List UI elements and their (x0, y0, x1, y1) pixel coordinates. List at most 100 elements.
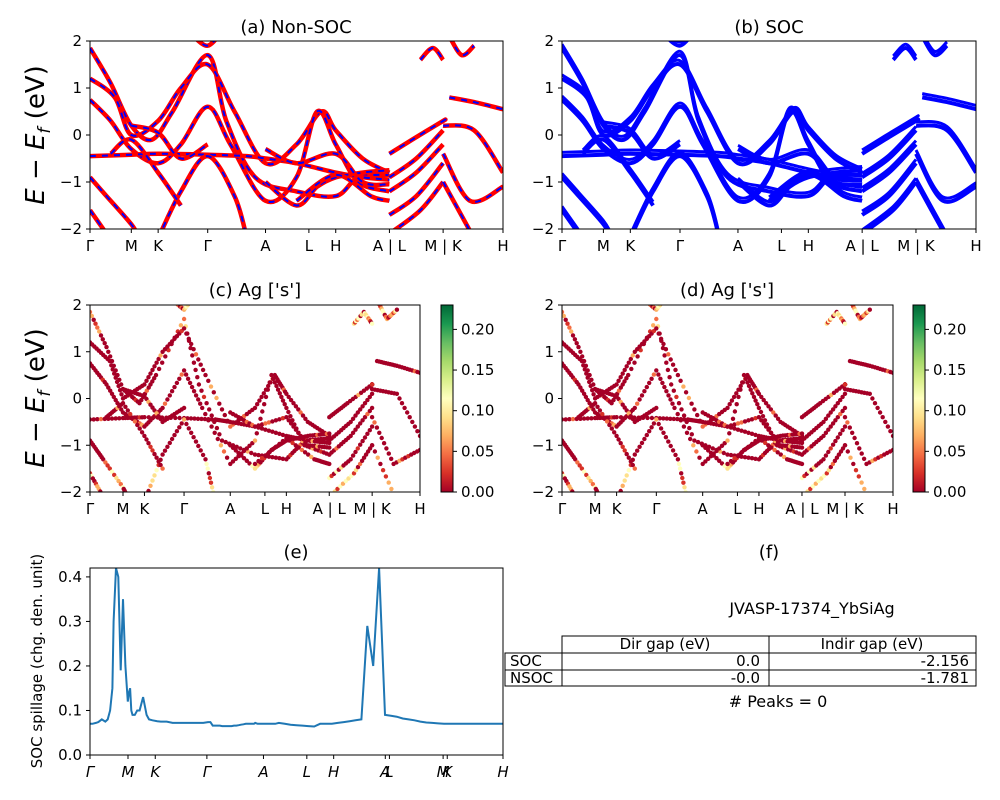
proj-point (208, 480, 214, 485)
proj-point (355, 464, 361, 470)
panelD-xtick-label: H (887, 500, 898, 518)
panelD-xtick-label: M (589, 500, 602, 518)
proj-point (656, 421, 661, 427)
band-soc-split-15 (914, 177, 946, 229)
proj-point (358, 407, 363, 412)
proj-point (626, 372, 631, 378)
proj-point (662, 384, 667, 390)
ylabel-top: E − Ef (eV) (21, 65, 55, 205)
proj-point (125, 493, 129, 497)
proj-point (298, 433, 303, 439)
proj-point (753, 416, 758, 421)
proj-point (139, 430, 145, 435)
band-down-9 (388, 129, 444, 179)
band-soc-split-16 (921, 92, 976, 107)
band-down-11 (388, 162, 444, 216)
proj-point (859, 451, 864, 456)
proj-point (142, 382, 147, 387)
proj-point (200, 452, 206, 458)
proj-point (185, 416, 190, 421)
panelB-xtick-label: A (733, 237, 744, 255)
proj-point (202, 416, 208, 422)
proj-point (799, 431, 805, 436)
proj-point (167, 440, 172, 446)
proj-point (668, 357, 673, 362)
colorbar-c: 0.00 0.05 0.10 0.15 0.20 (440, 304, 494, 501)
panel-f-title: (f) (759, 542, 779, 563)
band-down-17 (419, 46, 444, 61)
proj-point (635, 448, 640, 453)
e-ytick-label: 0.4 (58, 568, 82, 586)
band-soc-split-2 (562, 94, 863, 200)
proj-point (597, 495, 601, 499)
proj-point (756, 436, 762, 441)
proj-point (191, 360, 197, 365)
proj-point (738, 387, 743, 392)
proj-point (683, 489, 688, 492)
table-header-dir: Dir gap (eV) (620, 635, 711, 653)
band-soc-split-12 (861, 177, 918, 229)
proj-point (628, 459, 633, 464)
proj-point (417, 447, 420, 453)
proj-point (193, 352, 199, 357)
proj-point (676, 401, 682, 406)
proj-point (734, 391, 739, 396)
proj-point (150, 379, 155, 384)
proj-point (238, 446, 243, 451)
proj-point (178, 323, 184, 328)
proj-point (732, 426, 737, 431)
proj-point (731, 394, 737, 400)
proj-point (675, 416, 680, 422)
panelB-ytick-label: −1 (532, 173, 554, 191)
proj-point (671, 388, 676, 393)
proj-point (358, 442, 363, 447)
panelA-ytick-label: −2 (60, 220, 82, 238)
proj-point (565, 321, 570, 326)
table-row-nsoc-indir: -1.781 (921, 669, 969, 687)
proj-point (847, 425, 852, 430)
panelD-xtick-label: M | K (826, 500, 865, 518)
proj-point (181, 316, 187, 322)
proj-point (667, 375, 672, 380)
proj-point (101, 491, 103, 492)
proj-point (191, 297, 195, 301)
proj-point (259, 456, 265, 461)
proj-point (187, 380, 193, 386)
proj-point (394, 391, 400, 396)
proj-point (760, 414, 766, 419)
proj-point (766, 427, 771, 432)
proj-point (624, 451, 629, 457)
band-down-22 (197, 41, 216, 47)
proj-point (763, 401, 769, 406)
proj-point (828, 464, 833, 470)
proj-point (261, 391, 266, 396)
proj-point (742, 455, 748, 460)
proj-point (804, 491, 806, 492)
proj-point (252, 424, 258, 429)
e-xtick-label: Γ (203, 763, 213, 781)
cbTicksC-tick-label: 0.00 (461, 483, 494, 501)
proj-point (763, 424, 769, 429)
proj-point (663, 347, 669, 352)
proj-point (880, 415, 885, 420)
band-up-13 (442, 123, 503, 174)
proj-point (830, 407, 836, 412)
proj-point (123, 404, 128, 409)
proj-point (98, 333, 104, 338)
band-down-13 (442, 124, 503, 174)
proj-point (689, 432, 694, 437)
proj-point (259, 422, 265, 427)
proj-point (151, 415, 156, 420)
proj-point (111, 394, 117, 400)
band-down-2 (90, 99, 390, 203)
proj-point (205, 466, 210, 471)
proj-point (739, 420, 744, 425)
proj-point (840, 394, 845, 400)
proj-point (114, 475, 119, 481)
panelA-xtick-label: H (497, 237, 508, 255)
proj-point (679, 407, 684, 412)
proj-point (309, 454, 314, 460)
proj-point (756, 405, 762, 411)
band-down-6 (161, 155, 246, 229)
proj-point (639, 440, 645, 446)
